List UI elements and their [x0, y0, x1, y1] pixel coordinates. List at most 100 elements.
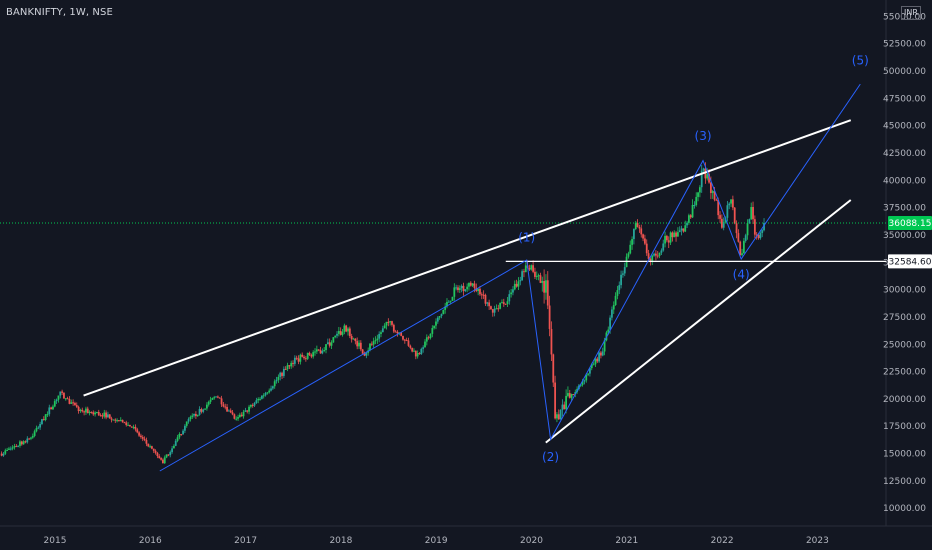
candle-body: [147, 443, 150, 447]
candle-body: [288, 365, 291, 367]
candle-body: [649, 258, 652, 261]
candle-body: [301, 354, 304, 357]
candle-body: [121, 419, 124, 423]
candle-body: [539, 275, 542, 283]
candle-body: [222, 404, 225, 407]
candle-body: [270, 388, 272, 391]
candles: [0, 162, 765, 464]
candle-body: [695, 196, 698, 205]
candle-body: [204, 408, 206, 410]
candle-body: [101, 415, 104, 417]
candle-body: [383, 325, 386, 329]
candle-body: [83, 411, 86, 413]
candle-body: [447, 301, 450, 303]
candle-body: [26, 438, 29, 443]
candle-body: [697, 192, 699, 197]
x-tick-label: 2017: [234, 536, 257, 546]
candle-body: [396, 331, 399, 334]
candle-body: [691, 205, 694, 218]
candle-body: [462, 285, 465, 292]
candle-body: [673, 232, 676, 238]
candle-body: [502, 302, 505, 304]
candle-body: [499, 302, 502, 309]
candle-body: [433, 325, 436, 329]
candle-body: [435, 321, 437, 326]
candle-body: [227, 410, 230, 412]
candle-body: [464, 289, 467, 292]
candle-body: [359, 342, 362, 350]
candle-body: [303, 356, 305, 359]
candle-body: [704, 168, 707, 179]
candle-body: [708, 174, 710, 183]
y-tick-label: 17500.00: [883, 422, 926, 432]
candle-body: [757, 235, 760, 239]
candle-body: [178, 434, 181, 438]
candle-body: [85, 408, 87, 413]
candle-body: [19, 441, 21, 446]
candle-body: [369, 343, 371, 351]
candle-body: [488, 302, 491, 307]
candle-body: [644, 238, 646, 244]
candle-body: [160, 458, 162, 460]
y-tick-label: 35000.00: [883, 231, 926, 241]
candle-body: [548, 305, 551, 329]
candle-body: [79, 409, 82, 412]
candle-body: [614, 295, 617, 306]
candle-body: [746, 222, 749, 236]
candle-body: [391, 321, 393, 325]
candle-body: [72, 402, 75, 404]
x-tick-label: 2021: [615, 536, 638, 546]
candle-body: [592, 364, 595, 366]
candle-body: [468, 282, 470, 287]
candle-body: [8, 448, 10, 450]
candle-body: [627, 253, 630, 257]
candle-body: [460, 285, 463, 289]
candle-body: [61, 391, 64, 393]
candle-body: [609, 317, 611, 330]
candle-body: [361, 349, 364, 354]
candle-body: [541, 280, 544, 283]
candle-body: [339, 331, 342, 335]
candle-body: [129, 424, 131, 427]
candle-body: [74, 402, 76, 406]
candle-body: [332, 337, 335, 343]
candle-body: [579, 384, 582, 386]
candle-body: [158, 456, 161, 459]
candle-body: [13, 446, 16, 448]
candle-body: [356, 341, 359, 347]
candle-body: [273, 381, 276, 387]
candle-body: [134, 426, 137, 430]
wave-label: (4): [733, 268, 750, 282]
candle-body: [169, 452, 172, 456]
y-tick-label: 42500.00: [883, 149, 926, 159]
candle-body: [317, 349, 320, 351]
candle-body: [711, 190, 714, 194]
y-tick-label: 22500.00: [883, 368, 926, 378]
candle-body: [88, 411, 91, 414]
candle-body: [107, 414, 109, 418]
candle-body: [741, 253, 743, 256]
wave-label: (2): [542, 450, 559, 464]
candle-body: [636, 223, 639, 227]
candle-body: [552, 354, 555, 383]
candle-body: [731, 199, 734, 208]
candle-body: [497, 308, 500, 310]
wave-label: (1): [518, 231, 535, 245]
candle-body: [523, 271, 525, 273]
level-price-tag-box: [888, 254, 932, 269]
candle-body: [744, 235, 747, 241]
candle-body: [240, 414, 243, 417]
candle-body: [224, 406, 227, 408]
candle-body: [127, 424, 129, 426]
candle-body: [431, 328, 434, 334]
candle-body: [110, 418, 113, 420]
candle-body: [394, 331, 397, 333]
candle-body: [130, 426, 133, 428]
currency-badge[interactable]: INR: [901, 6, 921, 20]
candle-body: [326, 342, 329, 345]
y-tick-label: 27500.00: [883, 313, 926, 323]
candle-body: [392, 324, 395, 332]
candle-body: [686, 222, 688, 226]
